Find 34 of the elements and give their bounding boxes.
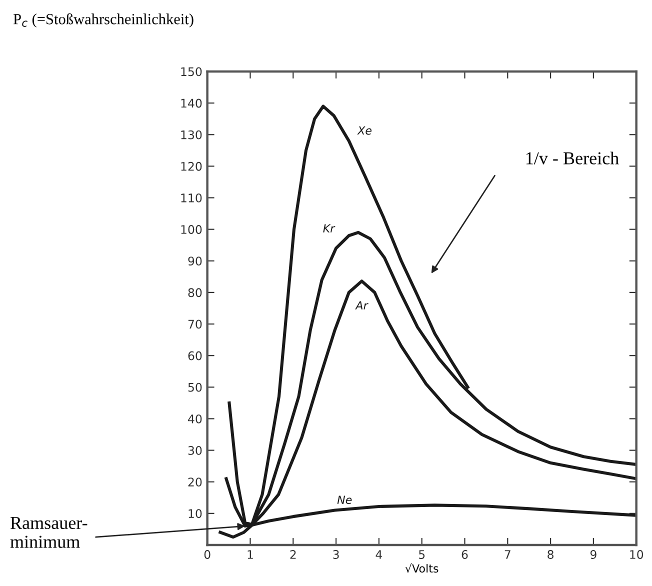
- series-label: Xe: [357, 126, 372, 135]
- y-tick-label: 120: [181, 162, 202, 171]
- series-label: Ar: [355, 301, 368, 310]
- x-tick-label: 6: [462, 550, 468, 559]
- y-tick-label: 100: [181, 225, 202, 234]
- y-tick-label: 70: [188, 320, 202, 329]
- x-tick-label: 4: [376, 550, 382, 559]
- series-label: Kr: [323, 224, 336, 232]
- annotation: Ramsauer- minimum: [10, 517, 88, 548]
- y-tick-label: 140: [181, 98, 202, 108]
- y-tick-label: 60: [188, 351, 202, 360]
- x-tick-label: 1: [248, 550, 253, 559]
- x-axis-title: √Volts: [405, 563, 438, 573]
- y-tick-label: 90: [188, 256, 202, 266]
- y-tick-label: 130: [181, 130, 202, 140]
- x-tick-label: 5: [419, 550, 425, 559]
- series-label: Ne: [337, 496, 352, 504]
- annotation: 1/v - Bereich: [526, 152, 619, 164]
- y-tick-label: 110: [181, 193, 202, 202]
- x-tick-label: 0: [204, 550, 210, 559]
- x-tick-label: 10: [630, 550, 644, 559]
- y-tick-label: 80: [188, 288, 202, 298]
- y-tick-label: 40: [188, 414, 202, 424]
- y-tick-label: 30: [188, 446, 202, 455]
- y-tick-label: 50: [188, 382, 202, 392]
- x-tick-label: 3: [333, 550, 339, 559]
- chart-title: P$_{c}$ (=Stoßwahrscheinlichkeit): [13, 13, 194, 28]
- x-tick-label: 2: [290, 550, 296, 559]
- y-tick-label: 20: [188, 478, 202, 486]
- x-tick-label: 8: [548, 550, 554, 559]
- y-tick-label: 150: [181, 67, 202, 76]
- y-tick-label: 10: [188, 509, 202, 518]
- x-tick-label: 9: [590, 550, 596, 559]
- x-tick-label: 7: [504, 550, 510, 559]
